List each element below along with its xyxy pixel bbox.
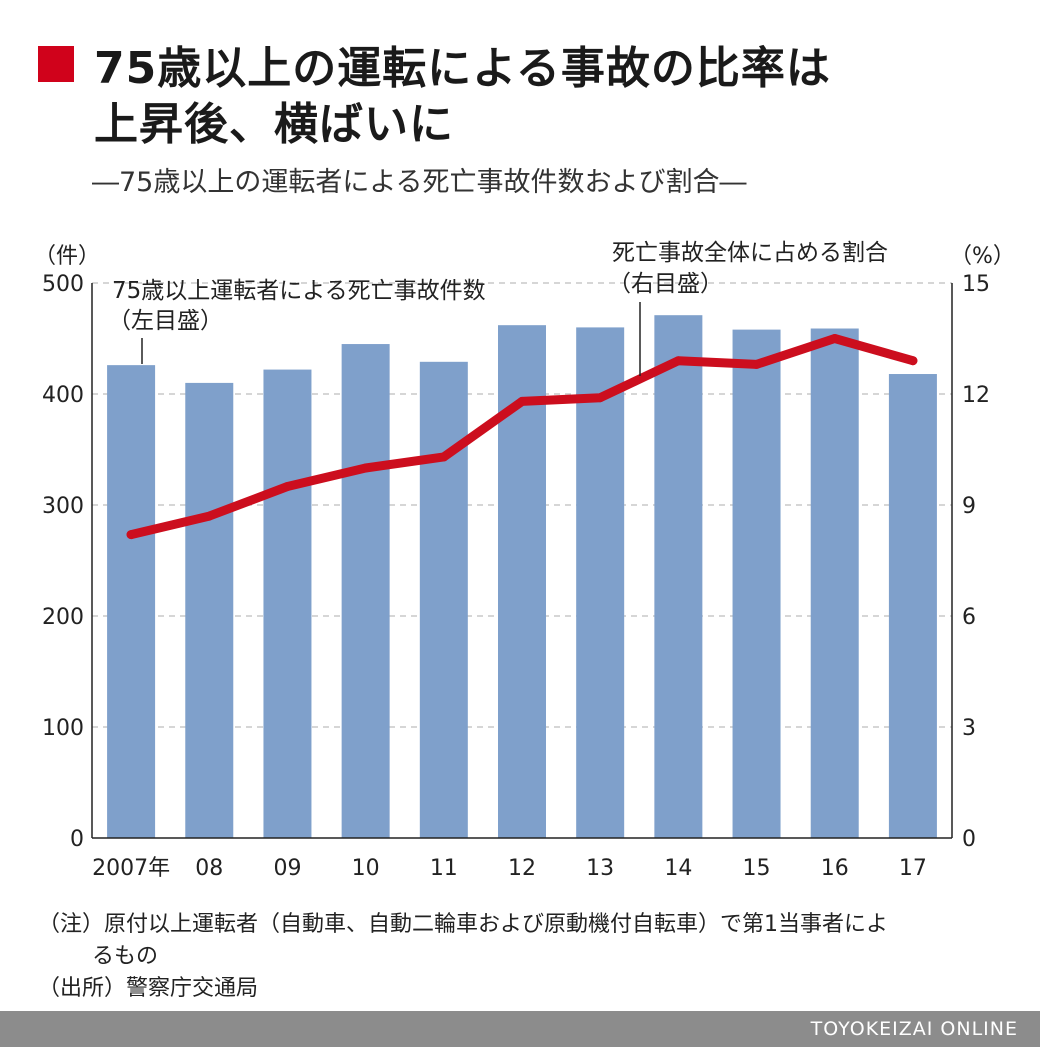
- footer-bar: TOYOKEIZAI ONLINE: [0, 1011, 1040, 1047]
- line-series: [126, 334, 918, 540]
- axes: [91, 283, 953, 839]
- bar-series-annotation: 75歳以上運転者による死亡事故件数: [112, 278, 486, 304]
- line-point: [361, 463, 371, 473]
- x-tick-label: 10: [352, 856, 380, 881]
- y-right-tick-label: 12: [962, 383, 990, 408]
- y-right-tick-label: 15: [962, 272, 990, 297]
- title-marker: [38, 46, 74, 82]
- bar: [576, 327, 625, 838]
- line-series-annotation: 死亡事故全体に占める割合: [612, 240, 888, 266]
- y-right-tick-label: 6: [962, 605, 976, 630]
- bar-series-annotation-axis: （左目盛）: [108, 308, 223, 334]
- line-point: [126, 530, 136, 540]
- y-left-tick-label: 400: [42, 383, 84, 408]
- y-left-tick-label: 0: [70, 827, 84, 852]
- bar: [419, 361, 468, 838]
- line-point: [439, 452, 449, 462]
- x-tick-label: 09: [273, 856, 301, 881]
- tick-labels: 0 100 200 300 400 500 0 3 6 9 12 15 2007年 08 09 10 11 12 1…: [42, 272, 990, 881]
- bar: [810, 328, 859, 838]
- bar: [888, 374, 937, 838]
- annotations: 75歳以上運転者による死亡事故件数 （左目盛） 死亡事故全体に占める割合 （右目盛）: [108, 240, 888, 376]
- y-left-tick-label: 300: [42, 494, 84, 519]
- line-point: [517, 396, 527, 406]
- bar: [654, 315, 703, 838]
- x-tick-label: 13: [586, 856, 614, 881]
- footnote-note-line2: るもの: [92, 944, 159, 969]
- x-tick-label: 2007年: [92, 856, 170, 881]
- line-point: [830, 334, 840, 343]
- line-point: [595, 393, 605, 403]
- chart-title-line1: 75歳以上の運転による事故の比率は: [94, 43, 831, 94]
- y-left-tick-label: 500: [42, 272, 84, 297]
- chart-title-line2: 上昇後、横ばいに: [94, 99, 454, 150]
- y-right-tick-label: 0: [962, 827, 976, 852]
- line-point: [752, 359, 762, 369]
- chart-subtitle: ―75歳以上の運転者による死亡事故件数および割合―: [92, 167, 747, 198]
- y-right-tick-label: 9: [962, 494, 976, 519]
- line-point: [908, 356, 918, 366]
- x-tick-label: 11: [430, 856, 458, 881]
- line-point: [204, 511, 214, 521]
- line-series-annotation-axis: （右目盛）: [608, 271, 723, 297]
- x-tick-label: 12: [508, 856, 536, 881]
- brand-label: TOYOKEIZAI ONLINE: [810, 1018, 1018, 1040]
- line-point: [673, 356, 683, 366]
- line-point: [282, 482, 292, 491]
- x-tick-label: 15: [743, 856, 771, 881]
- x-tick-label: 16: [821, 856, 849, 881]
- footnote-source: （出所）警察庁交通局: [38, 976, 259, 1001]
- x-tick-label: 08: [195, 856, 223, 881]
- bar: [263, 369, 312, 838]
- left-axis-unit: （件）: [34, 244, 101, 269]
- x-tick-label: 17: [899, 856, 927, 881]
- bar: [107, 365, 156, 838]
- chart-area: 0 100 200 300 400 500 0 3 6 9 12 15 2007年 08 09 10 11 12 1…: [42, 240, 990, 881]
- bar-series: [107, 315, 937, 838]
- y-left-tick-label: 100: [42, 716, 84, 741]
- y-right-tick-label: 3: [962, 716, 976, 741]
- bar: [732, 329, 781, 838]
- bar: [185, 382, 234, 838]
- y-left-tick-label: 200: [42, 605, 84, 630]
- footnote-note-line1: （注）原付以上運転者（自動車、自動二輪車および原動機付自転車）で第1当事者によ: [38, 912, 888, 937]
- bar: [341, 344, 390, 838]
- x-tick-label: 14: [664, 856, 692, 881]
- right-axis-unit: （%）: [950, 244, 1015, 269]
